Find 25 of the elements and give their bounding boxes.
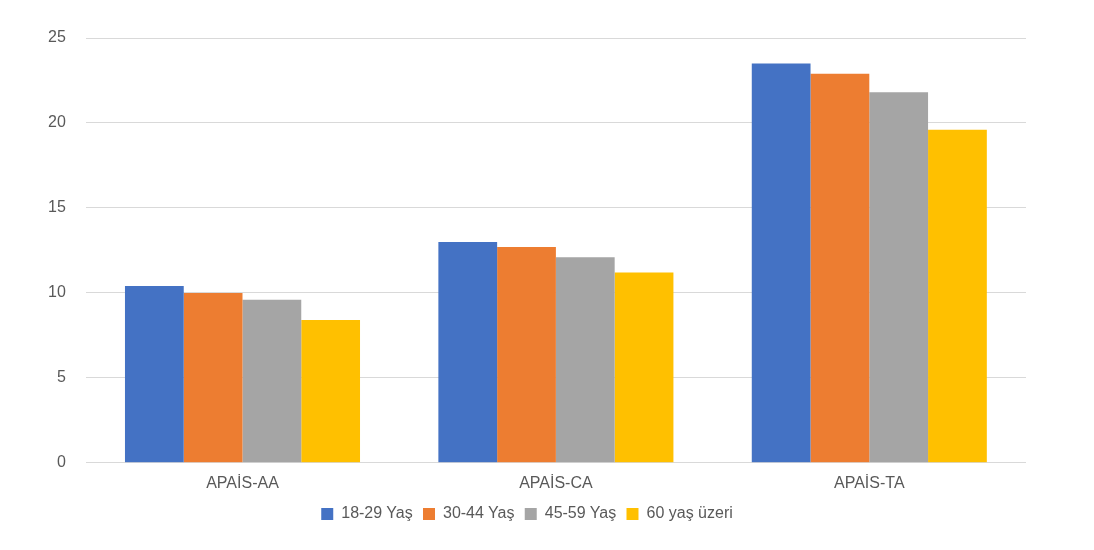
y-tick-label: 15 [48,198,66,216]
y-tick-label: 0 [56,453,66,471]
bar [928,129,987,463]
x-tick-label: APAİS-CA [519,472,593,491]
bar [183,292,243,463]
y-tick-label: 5 [56,368,66,386]
legend-label: 30-44 Yaş [442,504,515,522]
legend-label: 45-59 Yaş [544,504,617,522]
bar [301,320,361,463]
y-tick-label: 20 [48,113,66,131]
bar [751,63,811,463]
y-tick-label: 25 [48,28,66,46]
bar [497,247,556,463]
legend-label: 60 yaş üzeri [646,504,733,522]
bar [810,73,870,463]
y-tick-label: 10 [48,283,66,301]
bar [614,272,674,463]
bar [555,257,615,463]
bar [124,286,184,463]
bar [869,92,929,463]
x-tick-label: APAİS-AA [206,472,280,491]
x-tick-label: APAİS-TA [834,472,905,491]
bar [242,299,302,463]
bar [438,241,498,463]
legend-label: 18-29 Yaş [341,504,413,522]
